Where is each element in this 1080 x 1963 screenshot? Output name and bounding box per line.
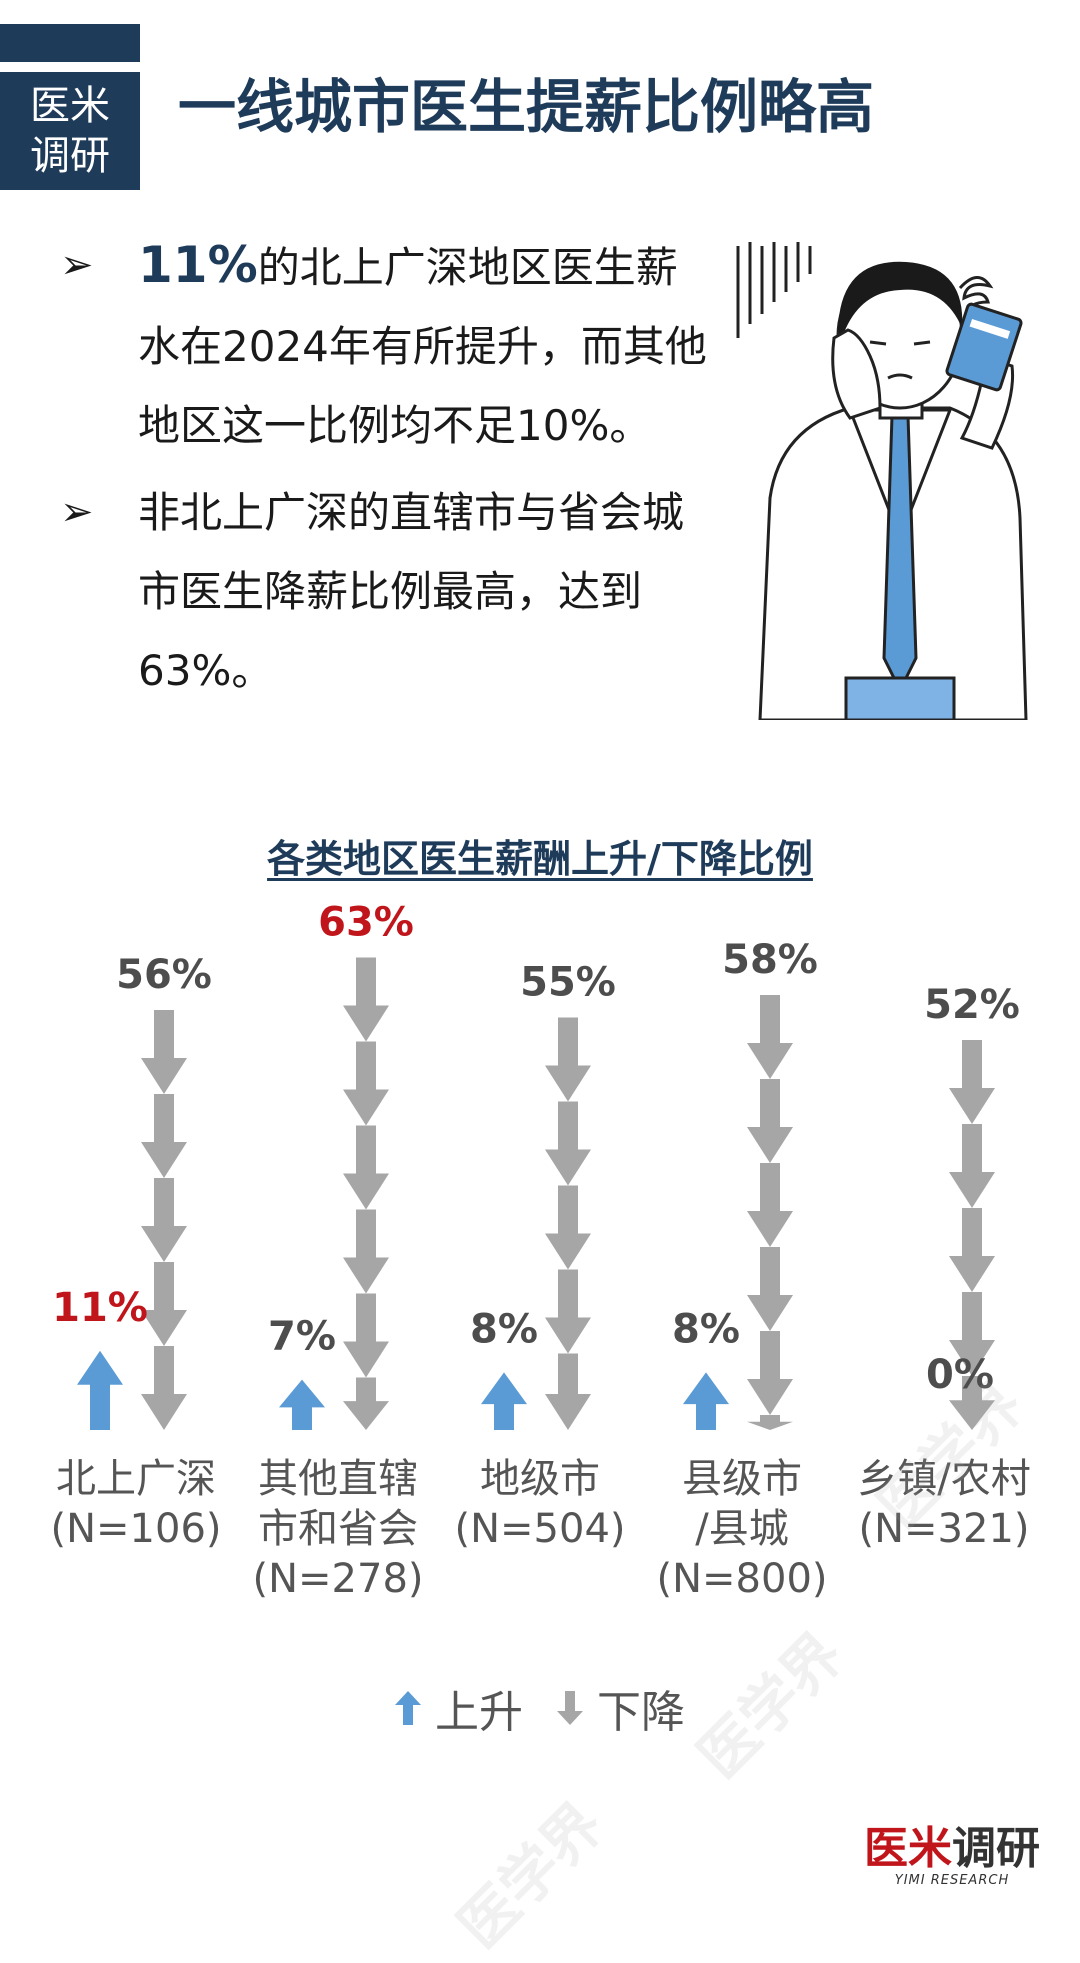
bar-decrease: [545, 1185, 591, 1270]
category-label: 市和省会: [258, 1506, 418, 1552]
data-label-increase: 8%: [672, 1306, 740, 1352]
bar-decrease: [343, 957, 389, 1042]
bar-decrease: [747, 1079, 793, 1163]
category-label: 地级市: [480, 1456, 600, 1502]
data-label-decrease: 52%: [924, 982, 1020, 1028]
category-label: 北上广深: [56, 1456, 216, 1502]
bar-decrease: [747, 1247, 793, 1331]
bar-decrease: [949, 1124, 995, 1208]
bullet-item: ➢ 非北上广深的直辖市与省会城市医生降薪比例最高，达到63%。: [60, 473, 710, 710]
bar-increase: [279, 1379, 325, 1430]
up-arrow-icon: [395, 1691, 421, 1725]
data-label-increase: 11%: [52, 1285, 148, 1331]
worried-doctor-illustration: [736, 242, 1028, 720]
category-label: (N=106): [51, 1506, 222, 1552]
bullet-text: 11%的北上广深地区医生薪水在2024年有所提升，而其他地区这一比例均不足10%…: [138, 226, 708, 465]
bar-decrease: [949, 1040, 995, 1124]
badge-line-2: 调研: [30, 133, 110, 179]
bar-decrease: [141, 1010, 187, 1094]
data-label-decrease: 55%: [520, 960, 616, 1006]
brand-logo: 医米调研 YIMI RESEARCH: [864, 1825, 1040, 1889]
bar-decrease: [949, 1208, 995, 1292]
bar-decrease: [545, 1101, 591, 1186]
bar-decrease: [747, 1331, 793, 1415]
data-label-decrease: 56%: [116, 952, 212, 998]
category-label: /县城: [695, 1506, 788, 1552]
brand-name-red: 医米: [864, 1823, 952, 1874]
bullet-body: 的北上广深地区医生薪水在2024年有所提升，而其他地区这一比例均不足10%。: [138, 243, 707, 450]
bar-decrease: [747, 1163, 793, 1247]
badge-line-1: 医米: [30, 83, 110, 129]
bar-decrease: [545, 1269, 591, 1354]
bar-decrease: [949, 1292, 995, 1376]
bar-decrease: [343, 1041, 389, 1126]
data-label-increase: 0%: [926, 1352, 994, 1398]
bar-decrease: [141, 1178, 187, 1262]
bar-decrease: [141, 1346, 187, 1430]
data-label-increase: 7%: [268, 1314, 336, 1360]
chart-title: 各类地区医生薪酬上升/下降比例: [267, 837, 813, 881]
category-label: (N=321): [859, 1506, 1030, 1552]
data-label-decrease: 63%: [318, 900, 414, 946]
bullet-list: ➢ 11%的北上广深地区医生薪水在2024年有所提升，而其他地区这一比例均不足1…: [60, 226, 710, 718]
bar-decrease: [343, 1209, 389, 1294]
legend-item-down: 下降: [557, 1676, 685, 1740]
bar-increase: [683, 1372, 729, 1430]
bar-decrease: [343, 1125, 389, 1210]
down-arrow-icon: [557, 1691, 583, 1725]
data-label-decrease: 58%: [722, 937, 818, 983]
brand-name-dark: 调研: [952, 1823, 1040, 1874]
bar-decrease: [949, 1376, 995, 1430]
brand-name: 医米调研: [864, 1825, 1040, 1873]
bar-decrease: [141, 1262, 187, 1346]
category-label: 县级市: [682, 1456, 802, 1502]
bar-decrease: [545, 1353, 591, 1430]
bar-decrease: [343, 1377, 389, 1430]
arrow-bullet-icon: ➢: [60, 242, 94, 288]
bar-increase: [481, 1372, 527, 1430]
category-label: 其他直辖: [258, 1456, 418, 1502]
legend-item-up: 上升: [395, 1676, 523, 1740]
bullet-body: 非北上广深的直辖市与省会城市医生降薪比例最高，达到63%。: [138, 488, 685, 695]
legend-label-down: 下降: [597, 1687, 685, 1738]
data-label-increase: 8%: [470, 1306, 538, 1352]
arrow-bullet-icon: ➢: [60, 489, 94, 535]
watermark: 医学界: [444, 1789, 617, 1962]
header-accent-bar: [0, 24, 140, 62]
bar-decrease: [747, 1415, 793, 1430]
bar-decrease: [747, 995, 793, 1079]
bullet-text: 非北上广深的直辖市与省会城市医生降薪比例最高，达到63%。: [138, 473, 708, 710]
bar-decrease: [343, 1293, 389, 1378]
brand-subtitle: YIMI RESEARCH: [894, 1873, 1010, 1888]
bullet-item: ➢ 11%的北上广深地区医生薪水在2024年有所提升，而其他地区这一比例均不足1…: [60, 226, 710, 465]
brand-badge: 医米 调研: [0, 72, 140, 190]
legend-label-up: 上升: [435, 1687, 523, 1738]
category-label: 乡镇/农村: [857, 1456, 1030, 1502]
bullet-highlight: 11%: [138, 236, 258, 294]
category-label: (N=504): [455, 1506, 626, 1552]
chart-legend: 上升 下降: [0, 1676, 1080, 1740]
category-label: (N=278): [253, 1556, 424, 1602]
bar-decrease: [141, 1094, 187, 1178]
bar-decrease: [545, 1017, 591, 1102]
bar-increase: [77, 1350, 123, 1430]
page-title: 一线城市医生提薪比例略高: [178, 73, 875, 141]
category-label: (N=800): [657, 1556, 828, 1602]
